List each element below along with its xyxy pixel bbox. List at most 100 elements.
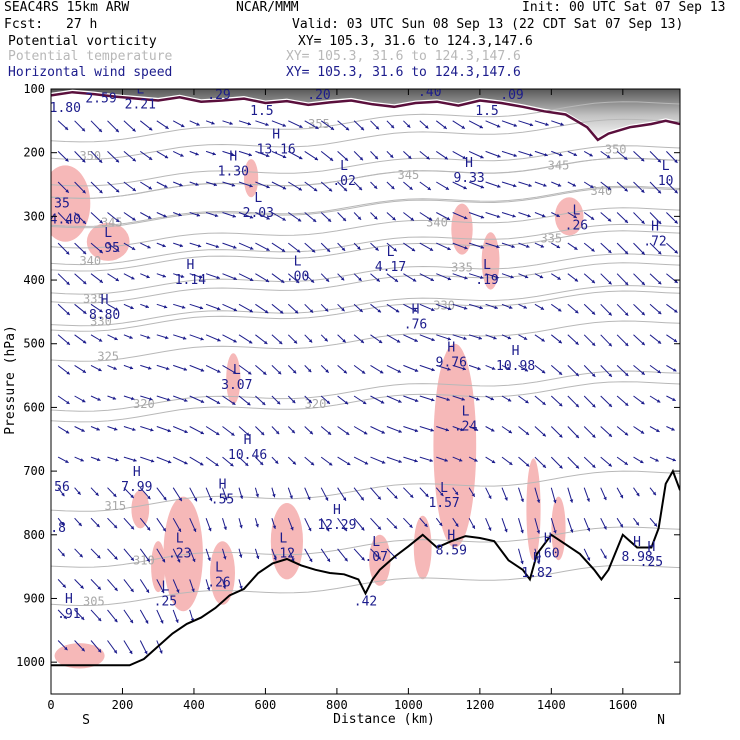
wind-vector-head <box>233 245 237 249</box>
wind-vector-head <box>99 189 103 194</box>
wind-vector-head <box>184 461 188 465</box>
wind-vector-head <box>425 493 429 497</box>
theta-contour-label: 345 <box>101 216 123 230</box>
wind-vector-head <box>377 496 381 500</box>
wind-vector-head <box>99 249 103 254</box>
wind-vector-head <box>494 305 498 310</box>
wind-vector-head <box>216 306 221 311</box>
wind-extremum-value: 1.5 <box>250 104 273 119</box>
wind-vector-head <box>238 554 243 558</box>
wind-vector-head <box>474 427 479 431</box>
wind-vector-head <box>447 367 451 371</box>
wind-vector-head <box>657 190 661 194</box>
wind-vector-head <box>447 306 452 311</box>
wind-vector-head <box>296 249 301 253</box>
wind-vector-head <box>130 588 134 592</box>
theta-contour-line <box>51 118 680 161</box>
wind-vector-head <box>657 250 662 255</box>
wind-extremum-marker: L <box>233 363 241 378</box>
wind-vector-head <box>507 398 512 402</box>
wind-vector-head <box>330 126 334 130</box>
wind-extremum-value: 13.16 <box>257 142 296 157</box>
wind-vector-head <box>81 399 86 403</box>
theta-contour-line <box>51 284 680 327</box>
model-title: SEAC4RS 15km ARW <box>4 0 130 15</box>
wind-extremum-value: .72 <box>643 235 666 250</box>
wind-vector-head <box>130 305 134 310</box>
wind-extremum-value: 1.5 <box>475 104 498 119</box>
wind-vector-head <box>129 335 133 339</box>
wind-vector-head <box>541 369 546 374</box>
wind-vector-head <box>177 559 181 563</box>
wind-vector-head <box>536 560 541 565</box>
wind-vector-head <box>557 308 562 312</box>
wind-extremum-marker: H <box>447 341 455 356</box>
wind-vector-head <box>247 371 252 375</box>
wind-vector-head <box>523 336 528 340</box>
wind-vector-head <box>573 214 577 218</box>
wind-extremum-marker: H <box>544 532 552 547</box>
wind-vector-head <box>635 522 639 526</box>
wind-vector-head <box>327 218 332 222</box>
wind-vector-head <box>527 214 531 218</box>
wind-vector-head <box>414 428 419 433</box>
wind-vector-head <box>233 339 237 343</box>
wind-vector-head <box>575 465 579 469</box>
wind-vector-head <box>653 523 658 527</box>
wind-vector-head <box>326 527 330 532</box>
wind-vector-head <box>97 555 101 559</box>
wind-vector-head <box>431 398 435 402</box>
wind-vector-head <box>147 495 151 500</box>
wind-vector-head <box>674 220 678 224</box>
theta-contour-label: 340 <box>426 216 448 230</box>
wind-vector-head <box>381 430 385 434</box>
theta-contour-line <box>51 101 680 143</box>
wind-vector-head <box>129 619 133 624</box>
wind-vector-head <box>359 156 363 161</box>
wind-vector-head <box>361 527 365 531</box>
wind-vector-head <box>97 617 102 622</box>
x-tick-label: 600 <box>255 698 277 712</box>
wind-extremum-value: .42 <box>354 595 377 610</box>
wind-vector-head <box>344 157 348 161</box>
x-tick-label: 1600 <box>608 698 637 712</box>
wind-vector-head <box>431 367 435 372</box>
wind-vector-head <box>192 558 196 562</box>
wind-vector-head <box>311 249 316 253</box>
wind-vector-head <box>361 557 365 561</box>
theta-contour-line <box>51 470 680 512</box>
wind-vector-head <box>394 495 398 499</box>
wind-vector-head <box>195 152 199 156</box>
x-tick-label: 0 <box>47 698 54 712</box>
wind-vector-head <box>65 459 69 463</box>
wind-vector-head <box>464 276 468 280</box>
wind-extremum-value: 8.59 <box>436 544 467 559</box>
wind-vector-head <box>266 247 270 251</box>
wind-vector-head <box>379 370 384 374</box>
wind-vector-head <box>66 371 70 375</box>
theta-contour-line <box>51 185 680 227</box>
fcst-label: Fcst: <box>4 17 44 32</box>
wind-vector-head <box>444 458 448 462</box>
wind-extremum-marker: L <box>294 255 302 270</box>
wind-vector-head <box>497 184 501 188</box>
wind-vector-head <box>511 244 515 249</box>
wind-vector-head <box>377 309 381 313</box>
wind-extremum-marker: H <box>219 478 227 493</box>
pv-positive-patch <box>131 490 150 529</box>
wind-vector-head <box>150 428 154 432</box>
wind-vector-head <box>144 650 148 655</box>
wind-vector-head <box>115 218 120 222</box>
wind-vector-head <box>608 312 612 316</box>
wind-vector-head <box>624 281 629 286</box>
wind-vector-head <box>148 366 152 370</box>
wind-vector-head <box>224 496 228 501</box>
theta-contour-label: 335 <box>451 260 473 274</box>
wind-vector-head <box>414 398 419 403</box>
wind-vector-head <box>674 309 678 313</box>
wind-vector-head <box>525 431 529 435</box>
wind-vector-head <box>398 399 402 403</box>
wind-vector-head <box>445 186 449 190</box>
wind-vector-head <box>476 397 480 401</box>
wind-vector-head <box>536 499 541 503</box>
